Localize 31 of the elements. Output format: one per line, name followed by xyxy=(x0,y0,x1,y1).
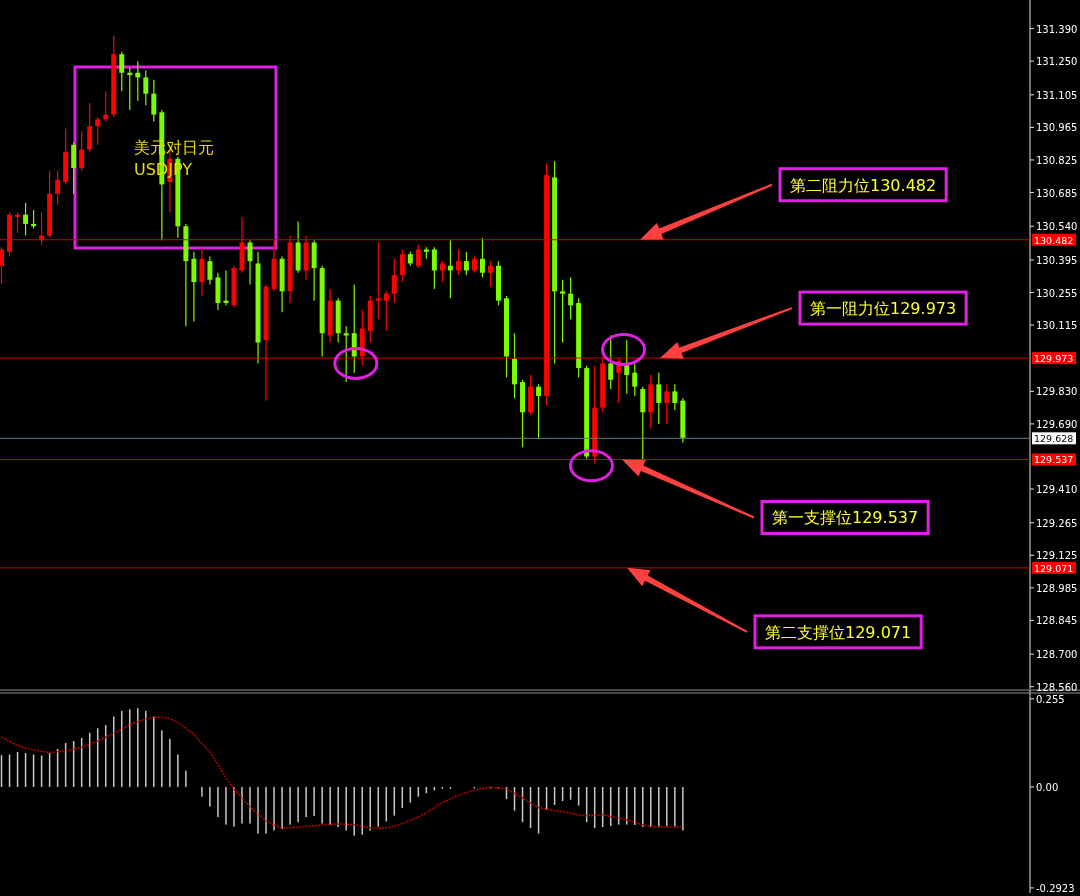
y-tick-label: 128.560 xyxy=(1036,681,1078,693)
ref-line-label: 129.973 xyxy=(1034,353,1074,365)
annotation: 第一阻力位129.973 xyxy=(810,299,957,319)
y-tick-label: 131.105 xyxy=(1036,89,1078,101)
y-tick-label: 130.395 xyxy=(1036,254,1078,266)
y-tick-label: 129.125 xyxy=(1036,550,1078,562)
y-tick-label: 0.00 xyxy=(1036,781,1059,793)
ref-line-label: 129.628 xyxy=(1034,433,1074,445)
ref-line-label: 130.482 xyxy=(1034,234,1074,246)
annotation: 第二支撑位129.071 xyxy=(765,622,912,642)
ref-line-label: 129.071 xyxy=(1034,562,1074,574)
y-tick-label: 130.540 xyxy=(1036,221,1078,233)
y-tick-label: 130.115 xyxy=(1036,320,1078,332)
y-tick-label: 129.830 xyxy=(1036,386,1078,398)
annotation: 第二阻力位130.482 xyxy=(790,175,937,195)
y-tick-label: 130.685 xyxy=(1036,187,1078,199)
y-tick-label: 128.845 xyxy=(1036,615,1078,627)
y-tick-label: 128.700 xyxy=(1036,649,1078,661)
y-tick-label: 129.265 xyxy=(1036,517,1078,529)
y-tick-label: 129.690 xyxy=(1036,418,1078,430)
y-tick-label: 131.250 xyxy=(1036,56,1078,68)
y-tick-label: 128.985 xyxy=(1036,582,1078,594)
y-tick-label: 130.965 xyxy=(1036,122,1078,134)
y-tick-label: 129.410 xyxy=(1036,484,1078,496)
ref-line-label: 129.537 xyxy=(1034,454,1074,466)
y-tick-label: 0.255 xyxy=(1036,693,1065,705)
y-tick-label: -0.2923 xyxy=(1036,882,1075,894)
y-tick-label: 130.825 xyxy=(1036,154,1078,166)
annotation: 第一支撑位129.537 xyxy=(772,508,919,528)
y-tick-label: 130.255 xyxy=(1036,287,1078,299)
y-tick-label: 131.390 xyxy=(1036,23,1078,35)
